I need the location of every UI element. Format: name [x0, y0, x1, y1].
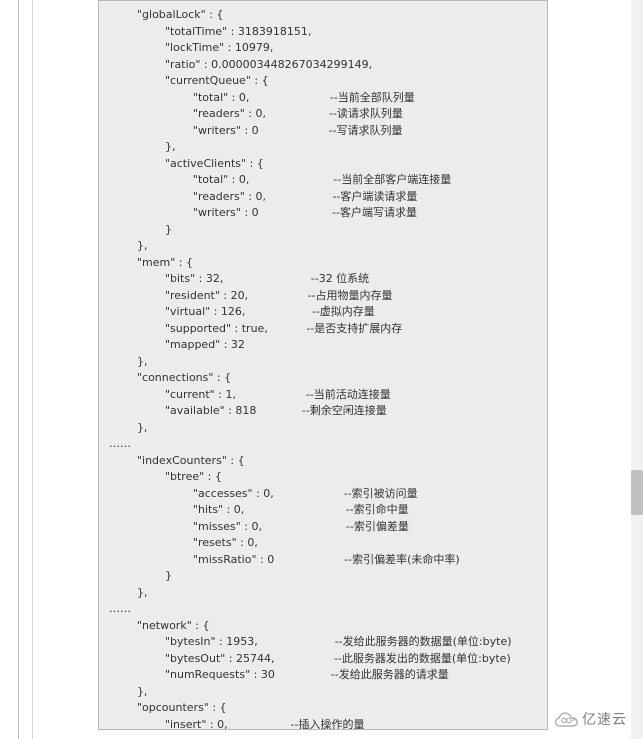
- scrollbar-thumb[interactable]: [631, 470, 643, 515]
- code-content: "globalLock" : { "totalTime" : 318391815…: [109, 7, 537, 730]
- code-block: "globalLock" : { "totalTime" : 318391815…: [98, 0, 548, 730]
- cloud-icon: [554, 707, 578, 731]
- brand-logo: 亿速云: [554, 707, 627, 731]
- page-left-edge-inner: [32, 0, 33, 739]
- scrollbar-track[interactable]: [631, 0, 643, 739]
- page-left-edge: [18, 0, 19, 739]
- brand-text: 亿速云: [582, 709, 627, 729]
